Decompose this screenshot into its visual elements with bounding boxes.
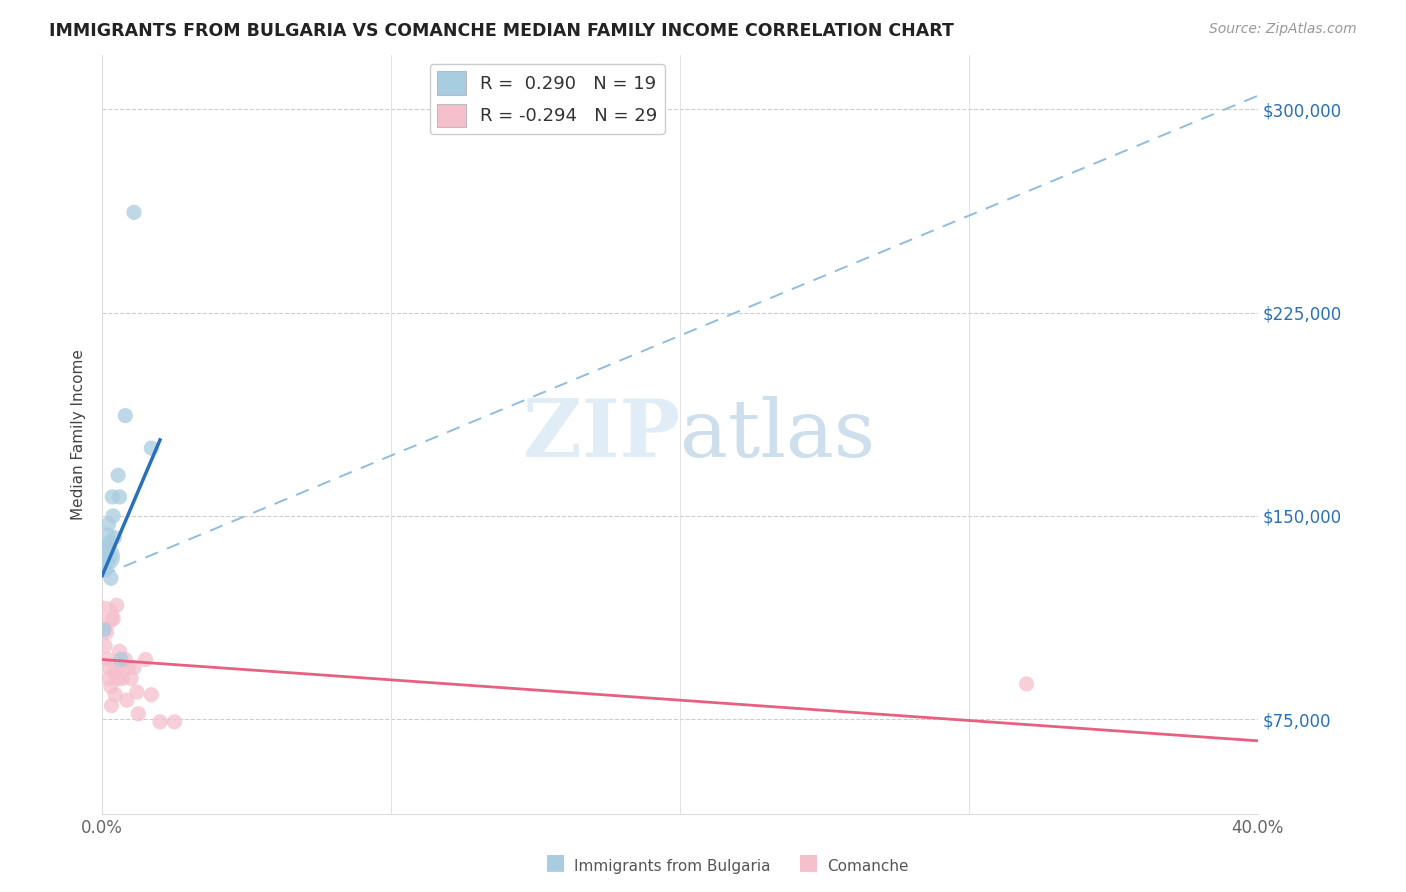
Point — [110, 657, 132, 672]
Y-axis label: Median Family Income: Median Family Income — [72, 349, 86, 520]
Text: Comanche: Comanche — [827, 859, 908, 874]
Point — [98, 660, 121, 674]
Point — [93, 549, 115, 564]
Point — [107, 672, 129, 686]
Point — [93, 623, 115, 637]
Point — [97, 652, 120, 666]
Point — [114, 652, 136, 666]
Text: ZIP: ZIP — [523, 395, 681, 474]
Point — [101, 490, 124, 504]
Point — [103, 531, 125, 545]
Text: IMMIGRANTS FROM BULGARIA VS COMANCHE MEDIAN FAMILY INCOME CORRELATION CHART: IMMIGRANTS FROM BULGARIA VS COMANCHE MED… — [49, 22, 955, 40]
Point — [163, 714, 186, 729]
Point — [100, 571, 122, 585]
Point — [93, 609, 115, 624]
Text: Immigrants from Bulgaria: Immigrants from Bulgaria — [574, 859, 770, 874]
Text: Source: ZipAtlas.com: Source: ZipAtlas.com — [1209, 22, 1357, 37]
Point — [103, 508, 125, 523]
Point — [120, 672, 142, 686]
Point — [94, 563, 117, 577]
Point — [104, 688, 127, 702]
Point — [97, 516, 120, 531]
Point — [96, 625, 118, 640]
Text: ■: ■ — [546, 853, 565, 872]
Point — [141, 688, 163, 702]
Legend: R =  0.290   N = 19, R = -0.294   N = 29: R = 0.290 N = 19, R = -0.294 N = 29 — [430, 64, 665, 134]
Point — [93, 623, 115, 637]
Point — [97, 672, 120, 686]
Point — [97, 528, 120, 542]
Point — [100, 698, 122, 713]
Point — [105, 599, 128, 613]
Point — [122, 205, 145, 219]
Point — [103, 666, 125, 681]
Point — [100, 680, 122, 694]
Point — [125, 685, 148, 699]
Point — [103, 612, 125, 626]
Point — [1015, 677, 1038, 691]
Point — [111, 672, 134, 686]
Point — [107, 468, 129, 483]
Point — [122, 660, 145, 674]
Point — [108, 644, 131, 658]
Point — [135, 652, 157, 666]
Point — [141, 441, 163, 455]
Point — [98, 536, 121, 550]
Point — [117, 660, 139, 674]
Text: atlas: atlas — [681, 395, 875, 474]
Point — [108, 490, 131, 504]
Point — [94, 639, 117, 653]
Point — [127, 706, 149, 721]
Point — [149, 714, 172, 729]
Point — [98, 549, 121, 564]
Point — [115, 693, 138, 707]
Point — [110, 652, 132, 666]
Point — [96, 541, 118, 556]
Point — [96, 555, 118, 569]
Text: ■: ■ — [799, 853, 818, 872]
Point — [114, 409, 136, 423]
